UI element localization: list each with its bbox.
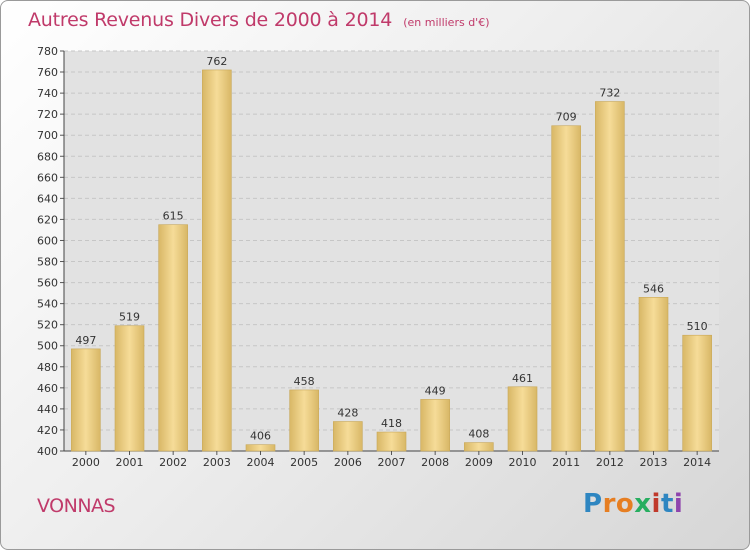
bar-value-label: 497 xyxy=(75,334,96,347)
x-tick-label: 2008 xyxy=(421,456,449,469)
brand-letter: P xyxy=(583,489,603,519)
bar xyxy=(551,125,581,452)
x-tick-label: 2004 xyxy=(247,456,275,469)
bar xyxy=(595,101,625,452)
x-tick-label: 2014 xyxy=(683,456,711,469)
x-tick-label: 2005 xyxy=(290,456,318,469)
y-tick-label: 520 xyxy=(37,319,58,332)
bar-value-label: 408 xyxy=(468,428,489,441)
brand-letter: i xyxy=(673,489,684,519)
bar-value-label: 461 xyxy=(512,372,533,385)
x-tick-label: 2009 xyxy=(465,456,493,469)
chart-subtitle: (en milliers d'€) xyxy=(403,16,490,29)
y-tick-label: 500 xyxy=(37,340,58,353)
bar xyxy=(638,297,669,452)
y-tick-label: 580 xyxy=(37,256,58,269)
bar-value-label: 762 xyxy=(206,55,227,68)
bar xyxy=(682,334,712,452)
bar xyxy=(114,325,145,452)
x-tick-label: 2012 xyxy=(596,456,624,469)
bar-value-label: 732 xyxy=(599,87,620,100)
bar-value-label: 546 xyxy=(643,282,664,295)
bar-value-label: 406 xyxy=(250,430,271,443)
x-tick-label: 2010 xyxy=(509,456,537,469)
y-tick-label: 640 xyxy=(37,192,58,205)
y-tick-label: 460 xyxy=(37,382,58,395)
bar-value-label: 519 xyxy=(119,311,140,324)
x-tick-label: 2000 xyxy=(72,456,100,469)
bar xyxy=(71,348,101,452)
bar xyxy=(420,399,450,452)
bar xyxy=(333,421,363,452)
title-row: Autres Revenus Divers de 2000 à 2014 (en… xyxy=(28,9,490,31)
y-tick-label: 740 xyxy=(37,87,58,100)
y-tick-label: 660 xyxy=(37,171,58,184)
x-tick-label: 2007 xyxy=(378,456,406,469)
commune-name: VONNAS xyxy=(37,495,116,517)
y-tick-label: 540 xyxy=(37,298,58,311)
y-tick-label: 720 xyxy=(37,108,58,121)
bar-value-label: 458 xyxy=(294,375,315,388)
x-tick-label: 2011 xyxy=(552,456,580,469)
y-tick-label: 420 xyxy=(37,424,58,437)
chart-title: Autres Revenus Divers de 2000 à 2014 xyxy=(28,9,393,31)
bar-value-label: 615 xyxy=(163,210,184,223)
bar xyxy=(245,444,276,452)
y-tick-label: 560 xyxy=(37,277,58,290)
bar xyxy=(507,386,538,452)
y-tick-label: 480 xyxy=(37,361,58,374)
brand-letter: r xyxy=(602,489,616,519)
x-tick-label: 2006 xyxy=(334,456,362,469)
y-tick-label: 400 xyxy=(37,445,58,458)
y-tick-label: 620 xyxy=(37,213,58,226)
x-tick-label: 2002 xyxy=(159,456,187,469)
y-tick-label: 760 xyxy=(37,66,58,79)
bar xyxy=(376,431,407,452)
brand-letter: i xyxy=(651,489,661,519)
bar-value-label: 428 xyxy=(337,407,358,420)
brand-letter: o xyxy=(615,489,635,519)
y-tick-label: 440 xyxy=(37,403,58,416)
bar-value-label: 510 xyxy=(687,320,708,333)
y-tick-label: 600 xyxy=(37,234,58,247)
bar xyxy=(158,224,188,452)
y-tick-label: 780 xyxy=(37,45,58,58)
brand-letter: t xyxy=(660,489,674,519)
x-tick-label: 2001 xyxy=(116,456,144,469)
bar xyxy=(464,442,494,452)
bar-value-label: 709 xyxy=(556,111,577,124)
y-tick-label: 700 xyxy=(37,129,58,142)
bar xyxy=(289,389,319,452)
brand-letter: x xyxy=(634,489,652,519)
brand-logo: Proxiti xyxy=(583,489,683,519)
bar xyxy=(202,69,232,452)
bar-value-label: 418 xyxy=(381,417,402,430)
x-tick-label: 2003 xyxy=(203,456,231,469)
bar-value-label: 449 xyxy=(425,384,446,397)
y-tick-label: 680 xyxy=(37,150,58,163)
x-tick-label: 2013 xyxy=(640,456,668,469)
